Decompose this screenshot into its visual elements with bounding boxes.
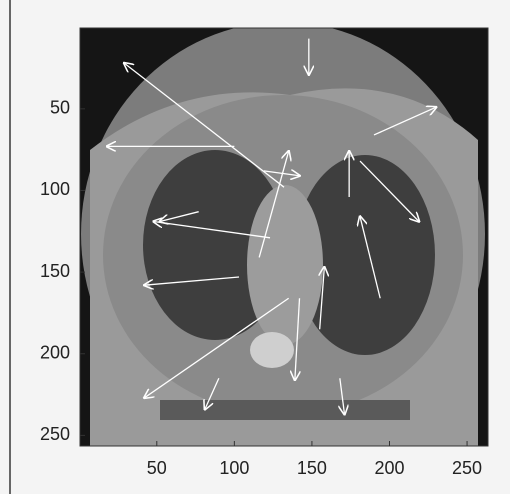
y-tick-label: 250 — [40, 424, 70, 444]
x-tick-label: 150 — [297, 458, 327, 478]
y-tick-label: 200 — [40, 342, 70, 362]
x-tick-label: 250 — [452, 458, 482, 478]
page: {"chart_data": {"type": "quiver", "xlim"… — [0, 0, 510, 494]
y-tick-label: 150 — [40, 261, 70, 281]
x-tick-label: 100 — [219, 458, 249, 478]
y-tick-label: 100 — [40, 179, 70, 199]
x-tick-label: 200 — [374, 458, 404, 478]
figure: 50 100 150 200 250 50 100 150 200 250 — [0, 0, 510, 494]
x-tick-label: 50 — [147, 458, 167, 478]
y-tick-label: 50 — [50, 98, 70, 118]
ct-image — [80, 22, 488, 446]
